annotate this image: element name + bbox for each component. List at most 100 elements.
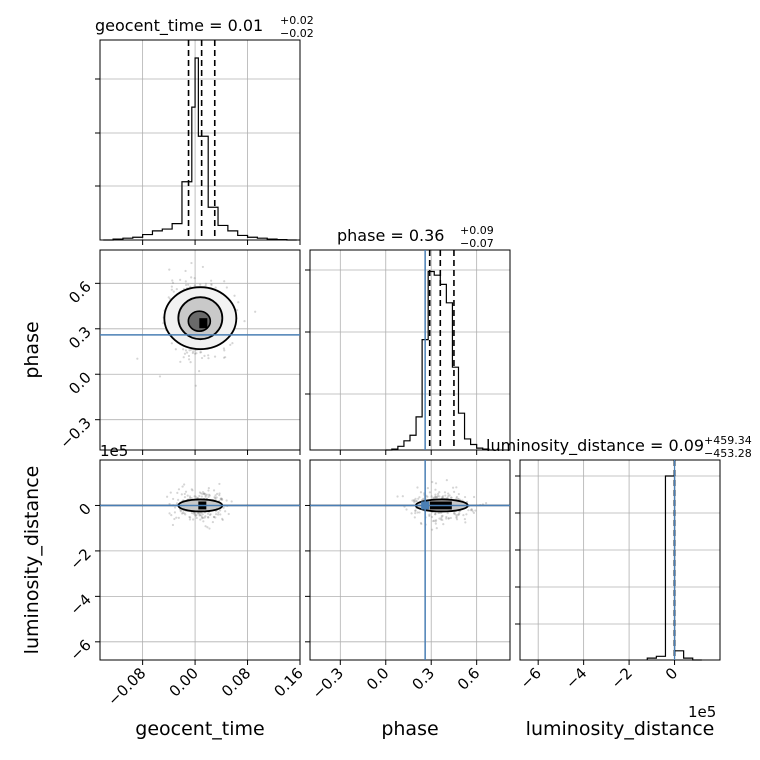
- scatter-point: [440, 515, 443, 518]
- scatter-point: [447, 495, 450, 498]
- scatter-point: [447, 492, 450, 495]
- scatter-point: [465, 500, 469, 504]
- scatter-point: [434, 511, 437, 514]
- scatter-point: [191, 351, 194, 355]
- scatter-point: [215, 496, 218, 499]
- scatter-point: [192, 512, 195, 515]
- scatter-point: [206, 526, 209, 529]
- scatter-point: [450, 496, 453, 499]
- distance-x-axis-xtick-label-0: −6: [517, 664, 545, 692]
- scatter-point: [445, 515, 448, 519]
- scatter-point: [184, 490, 188, 493]
- geocent-axis-xtick-label-2: 0.08: [218, 664, 254, 700]
- scatter-point: [171, 279, 174, 282]
- scatter-point: [453, 511, 456, 515]
- scatter-point: [203, 492, 206, 495]
- scatter-point: [449, 516, 452, 520]
- scatter-point: [183, 483, 186, 486]
- scatter-point: [177, 488, 181, 491]
- scatter-point: [190, 488, 193, 491]
- scatter-point: [183, 496, 187, 499]
- title-luminosity-distance: luminosity_distance = 0.09: [486, 436, 704, 456]
- scatter-point: [201, 513, 204, 516]
- scatter-point: [447, 517, 450, 520]
- scatter-point: [434, 488, 437, 491]
- scatter-point: [201, 490, 205, 494]
- scatter-point: [199, 518, 202, 521]
- scatter-point: [230, 500, 233, 503]
- distance-axis-ytick-label-0: −6: [66, 636, 94, 664]
- scatter-point: [196, 496, 199, 499]
- scatter-point: [416, 511, 419, 514]
- scatter-point: [441, 495, 445, 498]
- scatter-point: [233, 294, 236, 297]
- scatter-point: [463, 495, 467, 499]
- scatter-point: [204, 495, 207, 498]
- scatter-point: [198, 370, 201, 373]
- scatter-point: [212, 515, 216, 519]
- scatter-point: [426, 486, 430, 490]
- scatter-point: [469, 509, 472, 512]
- scatter-point: [168, 502, 171, 506]
- scatter-point: [204, 515, 207, 518]
- scatter-point: [485, 502, 488, 505]
- scatter-point: [221, 517, 224, 520]
- scatter-point: [188, 349, 191, 352]
- scatter-point: [208, 494, 211, 497]
- scatter-point: [170, 288, 173, 291]
- geocent-axis-xtick-label-1: 0.00: [166, 664, 202, 700]
- title-phase-minus: −0.07: [460, 237, 494, 250]
- scatter-point: [217, 513, 220, 516]
- scatter-point: [204, 525, 207, 528]
- scatter-point: [200, 511, 203, 515]
- scatter-point: [472, 511, 476, 515]
- scatter-point: [172, 290, 175, 293]
- scatter-point: [210, 282, 213, 286]
- scatter-point: [166, 495, 169, 498]
- scatter-point: [474, 509, 477, 512]
- scatter-point: [193, 513, 197, 516]
- scatter-point: [207, 357, 210, 360]
- scatter-point: [431, 480, 434, 484]
- scatter-point: [472, 495, 476, 499]
- scatter-point: [175, 288, 178, 291]
- scatter-point: [186, 494, 189, 497]
- scatter-point: [455, 495, 458, 499]
- scatter-point: [438, 495, 441, 498]
- scatter-point: [411, 499, 414, 502]
- panel-geocent-time-hist: [99, 39, 301, 241]
- distance-axis-ytick-label-2: −2: [66, 545, 94, 573]
- scatter-point: [223, 280, 226, 283]
- scatter-point: [203, 354, 206, 357]
- scatter-point: [441, 496, 445, 500]
- scatter-point: [214, 286, 217, 289]
- title-geocent-time: geocent_time = 0.01: [95, 16, 263, 36]
- scatter-point: [433, 495, 437, 498]
- scatter-point: [208, 513, 212, 516]
- scatter-point: [199, 351, 203, 354]
- scatter-point: [207, 489, 210, 492]
- scatter-point: [437, 492, 440, 495]
- scatter-point: [181, 485, 184, 488]
- scatter-point: [236, 309, 239, 312]
- scatter-point: [430, 495, 433, 498]
- scatter-point: [462, 514, 465, 517]
- scatter-point: [219, 497, 222, 500]
- panel-luminosity-distance-hist: [519, 459, 721, 661]
- scatter-point: [434, 482, 438, 485]
- scatter-point: [204, 493, 207, 496]
- scatter-point: [436, 496, 439, 499]
- scatter-point: [191, 489, 194, 492]
- scatter-point: [419, 491, 423, 494]
- scatter-point: [203, 492, 206, 495]
- scatter-point: [209, 513, 212, 516]
- scatter-point: [221, 518, 224, 521]
- scatter-point: [193, 276, 196, 280]
- scatter-point: [437, 511, 440, 515]
- scatter-point: [434, 513, 437, 516]
- scatter-point: [214, 496, 217, 500]
- scatter-point: [175, 502, 179, 505]
- scatter-point: [214, 498, 217, 501]
- scatter-point: [432, 496, 435, 499]
- scatter-point: [213, 496, 216, 499]
